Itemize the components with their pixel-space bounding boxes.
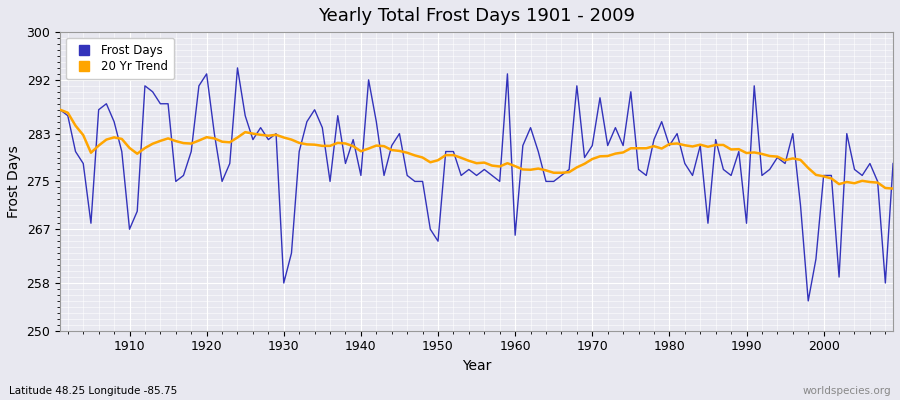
Legend: Frost Days, 20 Yr Trend: Frost Days, 20 Yr Trend xyxy=(66,38,175,79)
Title: Yearly Total Frost Days 1901 - 2009: Yearly Total Frost Days 1901 - 2009 xyxy=(318,7,635,25)
X-axis label: Year: Year xyxy=(462,359,491,373)
Text: worldspecies.org: worldspecies.org xyxy=(803,386,891,396)
Text: Latitude 48.25 Longitude -85.75: Latitude 48.25 Longitude -85.75 xyxy=(9,386,177,396)
Y-axis label: Frost Days: Frost Days xyxy=(7,145,21,218)
